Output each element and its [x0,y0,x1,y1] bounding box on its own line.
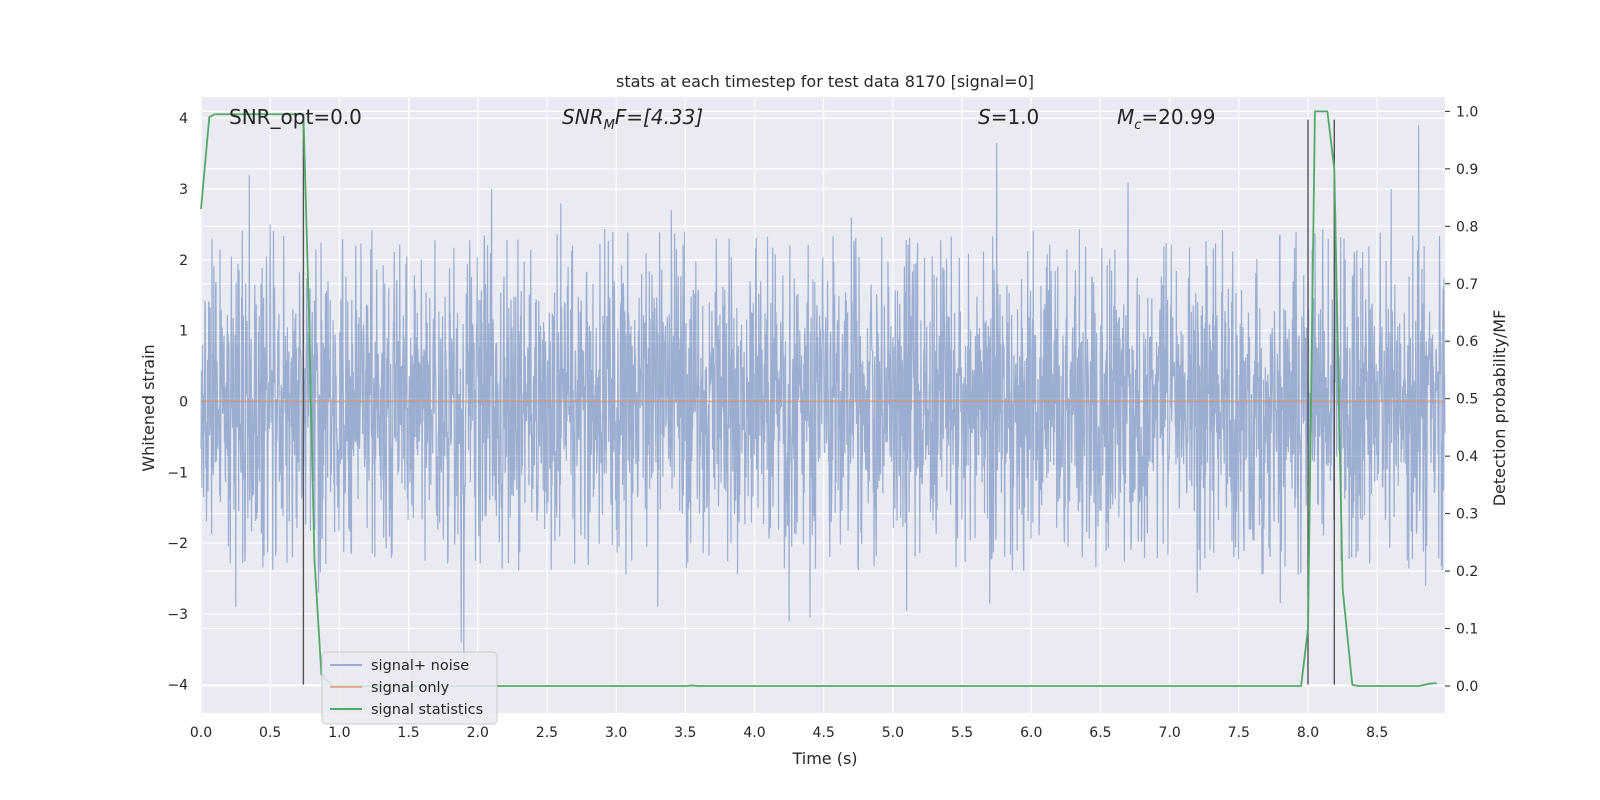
y-left-tick-label: 4 [179,111,188,127]
y-left-tick-label: 2 [179,253,188,269]
x-tick-label: 3.0 [605,725,627,741]
annotation-snr-opt: SNR_opt=0.0 [229,105,362,129]
legend-box [321,651,498,725]
annotation-s: S=1.0 [978,105,1039,129]
x-tick-label: 7.0 [1158,725,1180,741]
x-tick-label: 0.0 [190,725,212,741]
y-right-tick-label: 0.4 [1456,449,1478,465]
y-right-tick-label: 0.2 [1456,564,1478,580]
x-tick-label: 2.0 [467,725,489,741]
y-right-tick-label: 1.0 [1456,104,1478,120]
annotation-mc: Mc=20.99 [1117,105,1215,133]
legend: signal+ noise signal only signal statist… [321,651,498,725]
x-tick-label: 5.5 [951,725,973,741]
y-left-tick-label: 0 [179,394,188,410]
x-tick-label: 6.5 [1089,725,1111,741]
x-tick-label: 1.5 [397,725,419,741]
tick-labels: 0.0 0.5 1.0 1.5 2.0 2.5 3.0 3.5 4.0 4.5 5.0 5.5 6.0 6… [167,104,1478,741]
series-signal-noise [200,125,1446,660]
x-tick-label: 1.0 [328,725,350,741]
series-line-signal-statistics [200,110,1437,687]
x-axis-label: Time (s) [791,749,857,768]
y-left-tick-label: −4 [167,678,188,694]
y-right-tick-label: 0.8 [1456,219,1478,235]
y-left-tick-label: −1 [167,465,188,481]
x-tick-label: 5.0 [882,725,904,741]
y-right-tick-label: 0.1 [1456,622,1478,638]
x-tick-label: 2.5 [536,725,558,741]
y-right-tick-label: 0.6 [1456,334,1478,350]
x-tick-label: 3.5 [674,725,696,741]
y-axis-right-label: Detection probability/MF [1490,310,1509,507]
legend-label-signal-noise: signal+ noise [371,658,469,674]
x-tick-label: 7.5 [1228,725,1250,741]
x-tick-label: 4.0 [743,725,765,741]
legend-label-signal-statistics: signal statistics [371,702,483,718]
y-right-tick-label: 0.0 [1456,679,1478,695]
series-line-signal-noise [200,125,1446,660]
y-left-tick-label: −2 [167,536,188,552]
y-right-tick-label: 0.3 [1456,507,1478,523]
legend-label-signal-only: signal only [371,680,450,696]
x-tick-label: 0.5 [259,725,281,741]
y-left-tick-label: 3 [179,182,188,198]
y-right-tick-label: 0.7 [1456,277,1478,293]
x-tick-label: 8.5 [1366,725,1388,741]
y-left-tick-label: −3 [167,607,188,623]
y-right-tick-label: 0.9 [1456,162,1478,178]
chart-title: stats at each timestep for test data 817… [616,72,1034,91]
y-left-tick-label: 1 [179,324,188,340]
series-signal-statistics [200,110,1437,687]
annotation-snr-mf: SNRMF=[4.33] [562,105,703,133]
y-axis-left-label: Whitened strain [139,344,158,471]
y-right-tick-label: 0.5 [1456,392,1478,408]
x-tick-label: 4.5 [813,725,835,741]
x-tick-label: 6.0 [1020,725,1042,741]
x-tick-label: 8.0 [1297,725,1319,741]
